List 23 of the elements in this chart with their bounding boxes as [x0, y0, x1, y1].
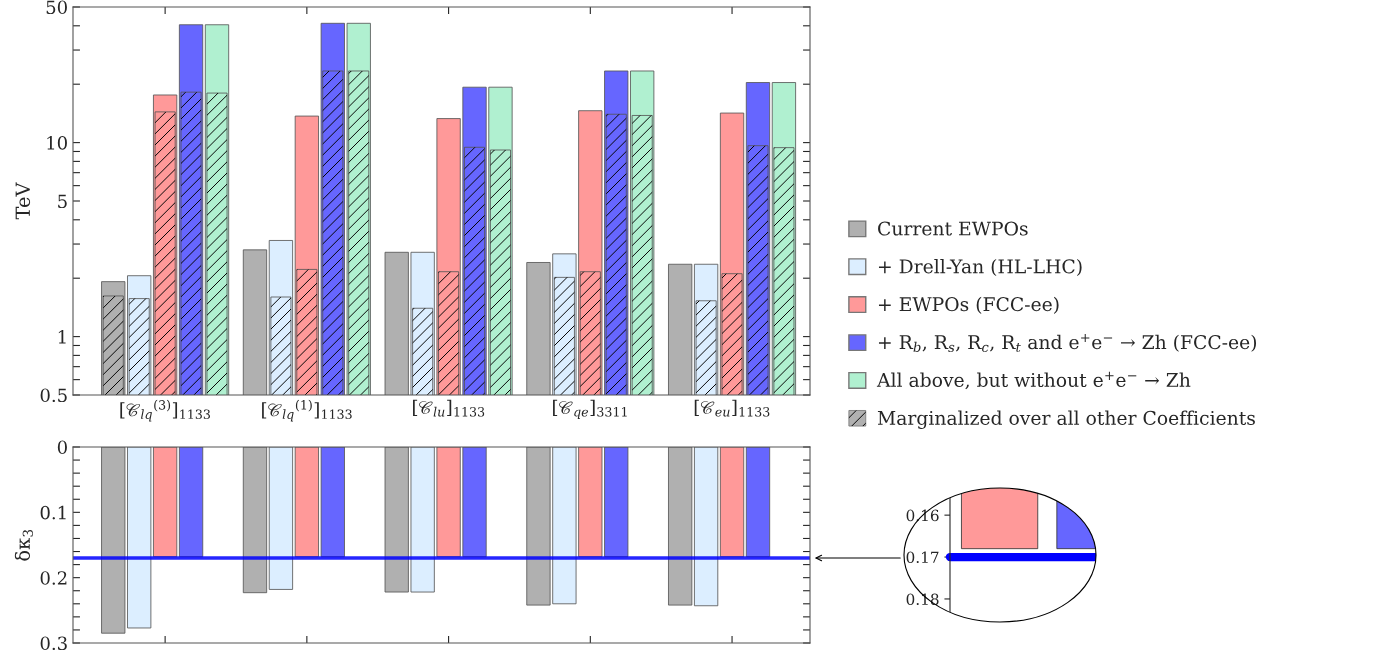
legend-label: + EWPOs (FCC-ee) — [878, 296, 1059, 314]
legend-label: All above, but without e$^{+}$e$^{−}$ → Zh — [876, 371, 1191, 390]
x-tick-label: [𝒞$_{lu}$]$_{1133}$ — [413, 399, 485, 417]
y-tick-label: 1 — [58, 330, 66, 344]
x-tick-label: [𝒞$_{lq}$$^{(3)}$]$_{1133}$ — [120, 399, 210, 422]
y-tick-label: 0.17 — [906, 551, 939, 564]
y-tick-label: 0 — [57, 440, 67, 455]
x-tick-label: [𝒞$_{lq}$$^{(1)}$]$_{1133}$ — [262, 399, 352, 422]
legend-label: Current EWPOs — [878, 221, 1028, 236]
y-axis-title: TeV — [15, 182, 31, 220]
legend-label: Marginalized over all other Coefficients — [877, 410, 1255, 429]
legend-label: + Drell-Yan (HL-LHC) — [878, 258, 1082, 277]
y-tick-label: 5 — [58, 194, 67, 209]
y-tick-label: 0.3 — [40, 636, 67, 651]
y-tick-label: 0.2 — [40, 571, 67, 585]
x-tick-label: [𝒞$_{eu}$]$_{1133}$ — [694, 399, 770, 417]
text: + R$_{b}$, R$_{s}$, R$_{c}$, R$_{t}$ and e$^{+}$e$^{−}$ → Zh (FCC-ee) — [878, 333, 1257, 353]
y-tick-label: 0.1 — [40, 505, 66, 520]
y-tick-label: 10 — [47, 136, 67, 150]
y-tick-label: 0.5 — [40, 388, 67, 403]
x-tick-label: [𝒞$_{qe}$]$_{3311}$ — [553, 399, 627, 420]
y-axis-title: δκ$_{3}$ — [14, 529, 33, 561]
y-tick-label: 50 — [46, 0, 67, 15]
